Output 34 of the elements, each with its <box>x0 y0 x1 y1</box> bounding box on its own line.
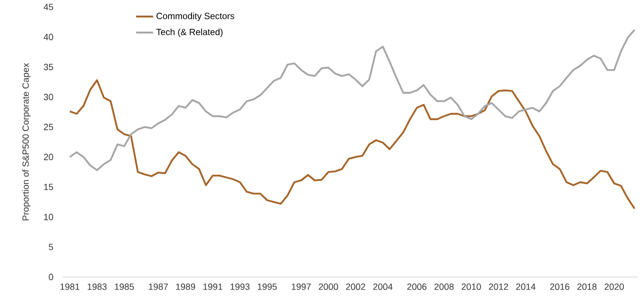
x-tick-label: 2020 <box>604 284 624 290</box>
y-tick-label: 35 <box>44 64 54 70</box>
x-tick-label: 2008 <box>434 284 454 290</box>
x-tick-label: 2012 <box>488 284 508 290</box>
x-tick-label: 1989 <box>176 284 196 290</box>
x-tick-label: 2002 <box>346 284 366 290</box>
y-tick-label: 25 <box>44 124 54 130</box>
y-tick-label: 20 <box>44 154 54 160</box>
line-series <box>68 28 636 172</box>
y-tick-label: 5 <box>48 244 54 250</box>
x-tick-label: 1981 <box>60 284 80 290</box>
y-tick-label: 10 <box>44 214 54 220</box>
legend-label: Commodity Sectors <box>156 12 234 21</box>
y-axis-title: Proportion of S&P500 Corporate Capex <box>22 63 31 220</box>
y-tick-label: 45 <box>44 4 54 10</box>
legend-label: Tech (& Related) <box>156 28 223 37</box>
y-tick-label: 0 <box>48 274 54 280</box>
y-tick-label: 40 <box>44 34 54 40</box>
x-tick-label: 1995 <box>258 284 277 290</box>
x-tick-label: 1985 <box>114 284 134 290</box>
x-tick-label: 1993 <box>230 284 250 290</box>
x-tick-label: 1997 <box>292 284 311 290</box>
x-tick-label: 2004 <box>373 284 393 290</box>
x-tick-label: 2006 <box>407 284 426 290</box>
x-tick-label: 2010 <box>462 284 481 290</box>
y-tick-label: 30 <box>44 94 54 100</box>
x-tick-label: 2016 <box>550 284 570 290</box>
x-tick-label: 1983 <box>88 284 107 290</box>
y-tick-label: 15 <box>44 184 54 190</box>
x-tick-label: 2000 <box>318 284 338 290</box>
x-tick-label: 2018 <box>577 284 597 290</box>
x-tick-label: 1991 <box>203 284 222 290</box>
x-tick-label: 1987 <box>148 284 168 290</box>
x-tick-label: 2014 <box>516 284 536 290</box>
